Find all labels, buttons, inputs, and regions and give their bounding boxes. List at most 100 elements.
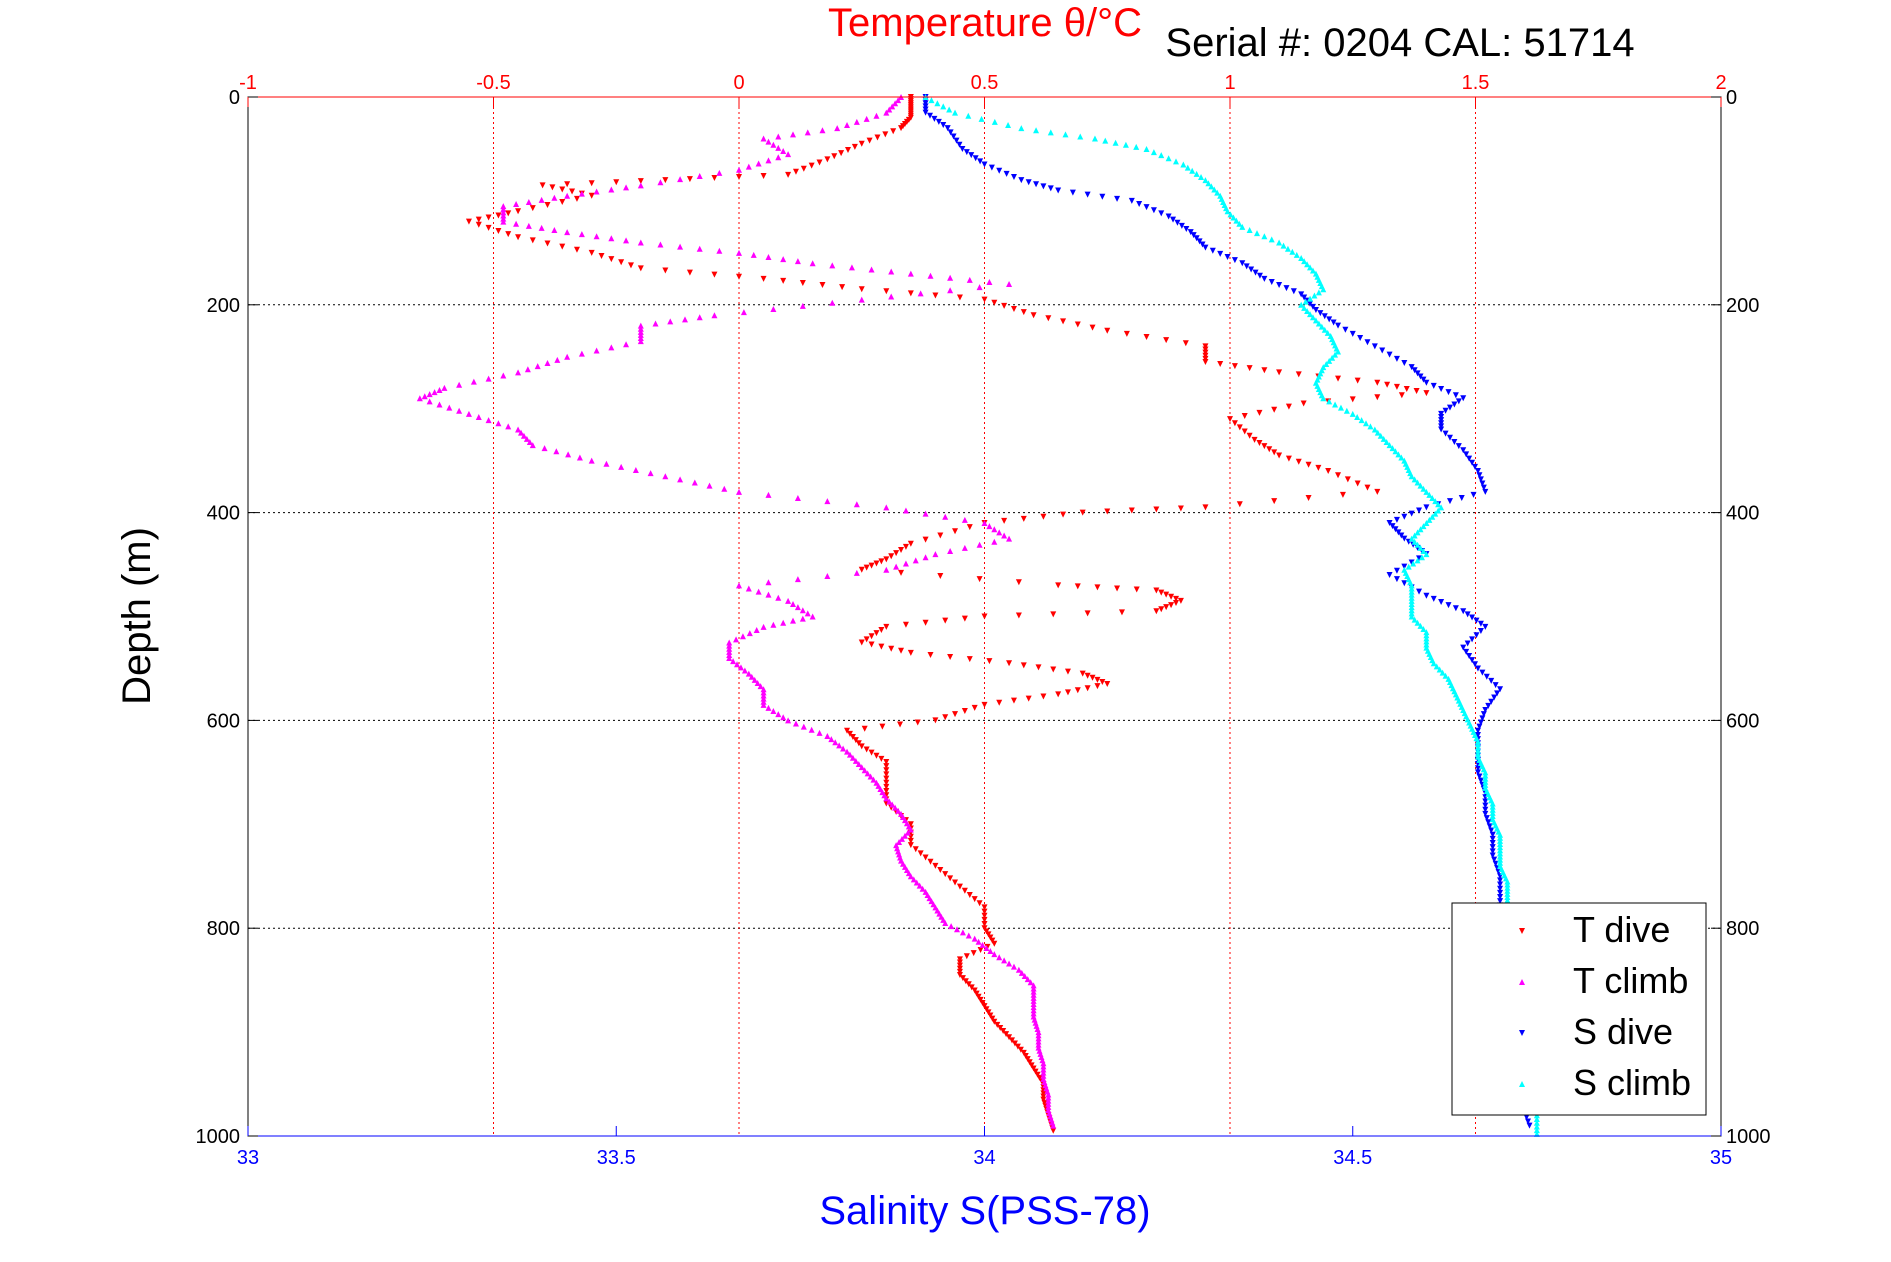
data-point xyxy=(977,996,984,1003)
data-point xyxy=(495,212,502,219)
data-point xyxy=(1320,286,1327,293)
data-point xyxy=(1289,248,1296,255)
data-point xyxy=(770,621,777,628)
data-point xyxy=(1077,133,1084,140)
data-point xyxy=(1464,640,1471,647)
data-point xyxy=(551,226,558,233)
data-point xyxy=(883,758,890,765)
data-point xyxy=(1476,773,1483,780)
data-point xyxy=(696,314,703,321)
data-point xyxy=(1472,661,1479,668)
data-point xyxy=(946,106,953,113)
data-point xyxy=(1497,837,1504,844)
data-point xyxy=(1523,1114,1530,1121)
data-point xyxy=(922,100,929,107)
data-point xyxy=(1460,644,1467,651)
data-point xyxy=(888,268,895,275)
data-point xyxy=(1170,216,1177,223)
data-point xyxy=(760,623,767,630)
data-point xyxy=(746,630,753,637)
data-point xyxy=(1128,197,1135,204)
data-point xyxy=(893,563,900,570)
data-point xyxy=(878,627,885,634)
data-point xyxy=(898,647,905,654)
data-point xyxy=(760,686,767,693)
data-point xyxy=(1398,532,1405,539)
data-point xyxy=(1438,420,1445,427)
data-point xyxy=(721,485,728,492)
data-point xyxy=(1371,343,1378,350)
data-point xyxy=(1398,454,1405,461)
data-point xyxy=(1231,420,1238,427)
data-point xyxy=(755,588,762,595)
data-point xyxy=(696,245,703,252)
data-point xyxy=(959,929,966,936)
data-point xyxy=(1030,994,1037,1001)
data-point xyxy=(1374,394,1381,401)
data-point xyxy=(1236,220,1243,227)
data-point xyxy=(970,950,977,957)
data-point xyxy=(686,176,693,183)
data-point xyxy=(726,642,733,649)
data-point xyxy=(1307,264,1314,271)
data-point xyxy=(975,938,982,945)
data-point xyxy=(1150,207,1157,214)
data-point xyxy=(981,613,988,620)
data-point xyxy=(526,438,533,445)
data-point xyxy=(840,745,847,752)
data-point xyxy=(1236,501,1243,508)
data-point xyxy=(889,103,896,110)
data-point xyxy=(940,122,947,129)
data-point xyxy=(608,186,615,193)
data-point xyxy=(839,284,846,291)
data-point xyxy=(681,316,688,323)
data-point xyxy=(849,734,856,741)
data-point xyxy=(907,540,914,547)
data-point xyxy=(1084,672,1091,679)
data-point xyxy=(1010,174,1017,181)
data-point xyxy=(1408,597,1415,604)
data-point xyxy=(1479,715,1486,722)
data-point xyxy=(1416,588,1423,595)
data-point xyxy=(1305,461,1312,468)
data-point xyxy=(780,714,787,721)
data-point xyxy=(1393,383,1400,390)
data-point xyxy=(1474,468,1481,475)
data-point xyxy=(1301,294,1308,301)
data-point xyxy=(852,737,859,744)
data-point xyxy=(873,630,880,637)
data-point xyxy=(1091,135,1098,142)
data-point xyxy=(1489,840,1496,847)
data-point xyxy=(1438,417,1445,424)
data-point xyxy=(952,711,959,718)
x-bottom-tick-label: 35 xyxy=(1710,1147,1732,1169)
data-point xyxy=(1193,170,1200,177)
data-point xyxy=(431,389,438,396)
data-point xyxy=(1460,447,1467,454)
data-point xyxy=(942,617,949,624)
data-point xyxy=(1401,563,1408,570)
data-point xyxy=(973,990,980,997)
data-point xyxy=(1123,330,1130,337)
data-point xyxy=(940,103,947,110)
data-point xyxy=(1452,605,1459,612)
data-point xyxy=(1460,608,1467,615)
data-point xyxy=(952,879,959,886)
data-point xyxy=(1276,282,1283,289)
data-point xyxy=(1429,513,1436,520)
data-point xyxy=(932,717,939,724)
data-point xyxy=(505,231,512,238)
data-point xyxy=(775,594,782,601)
data-point xyxy=(966,656,973,663)
data-point xyxy=(1014,1043,1021,1050)
x-bottom-tick-label: 34 xyxy=(973,1147,995,1169)
data-point xyxy=(1497,898,1504,905)
data-point xyxy=(1268,278,1275,285)
data-point xyxy=(1241,428,1248,435)
data-point xyxy=(819,282,826,289)
data-point xyxy=(1335,375,1342,382)
data-point xyxy=(1497,859,1504,866)
data-point xyxy=(1469,459,1476,466)
data-point xyxy=(981,908,988,915)
data-point xyxy=(1006,281,1013,288)
